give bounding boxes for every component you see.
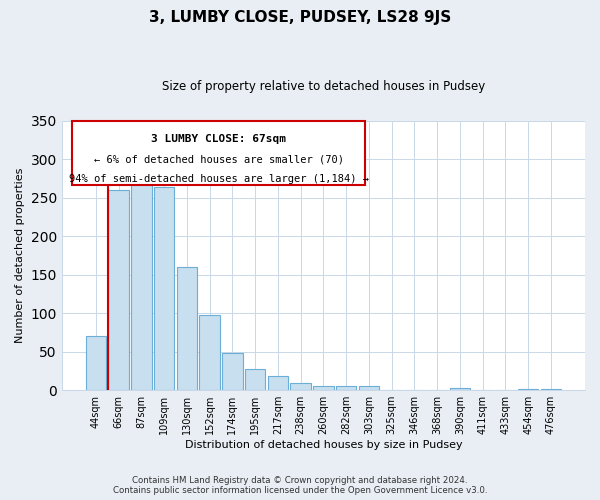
Bar — [245, 368, 265, 390]
Y-axis label: Number of detached properties: Number of detached properties — [15, 168, 25, 343]
Text: Contains HM Land Registry data © Crown copyright and database right 2024.
Contai: Contains HM Land Registry data © Crown c… — [113, 476, 487, 495]
Bar — [109, 190, 129, 390]
Bar — [131, 164, 152, 390]
Bar — [518, 388, 538, 390]
Text: 3 LUMBY CLOSE: 67sqm: 3 LUMBY CLOSE: 67sqm — [151, 134, 286, 144]
Bar — [450, 388, 470, 390]
Text: 94% of semi-detached houses are larger (1,184) →: 94% of semi-detached houses are larger (… — [69, 174, 369, 184]
Text: ← 6% of detached houses are smaller (70): ← 6% of detached houses are smaller (70) — [94, 154, 344, 164]
Bar — [313, 386, 334, 390]
Bar — [359, 386, 379, 390]
Text: 3, LUMBY CLOSE, PUDSEY, LS28 9JS: 3, LUMBY CLOSE, PUDSEY, LS28 9JS — [149, 10, 451, 25]
X-axis label: Distribution of detached houses by size in Pudsey: Distribution of detached houses by size … — [185, 440, 462, 450]
Bar — [268, 376, 288, 390]
Bar — [199, 316, 220, 390]
Bar — [154, 187, 175, 390]
Bar — [222, 353, 242, 390]
Bar — [86, 336, 106, 390]
FancyBboxPatch shape — [72, 120, 365, 186]
Bar — [336, 386, 356, 390]
Bar — [176, 267, 197, 390]
Bar — [541, 388, 561, 390]
Bar — [290, 382, 311, 390]
Title: Size of property relative to detached houses in Pudsey: Size of property relative to detached ho… — [162, 80, 485, 93]
